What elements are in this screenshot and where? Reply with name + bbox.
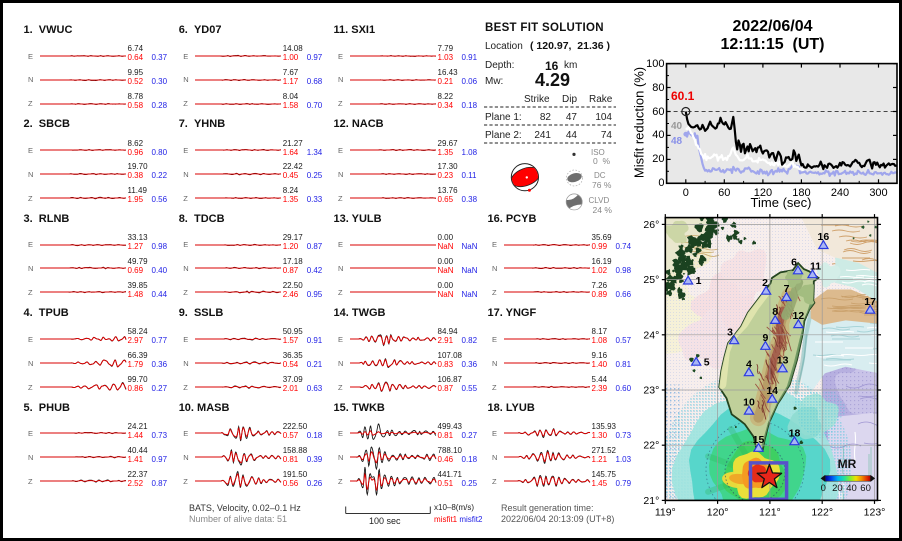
svg-text:26°: 26° <box>643 219 659 231</box>
svg-text:22°: 22° <box>643 440 659 452</box>
svg-text:3: 3 <box>727 326 733 338</box>
svg-text:25°: 25° <box>643 274 659 286</box>
svg-text:122°: 122° <box>811 506 833 518</box>
svg-text:120°: 120° <box>707 506 729 518</box>
svg-text:14: 14 <box>766 385 778 397</box>
svg-text:MR: MR <box>838 457 857 471</box>
svg-text:40: 40 <box>846 483 857 494</box>
svg-text:13: 13 <box>777 354 789 366</box>
svg-text:24°: 24° <box>643 329 659 341</box>
svg-text:121°: 121° <box>759 506 781 518</box>
svg-text:60: 60 <box>860 483 871 494</box>
svg-text:10: 10 <box>743 397 755 409</box>
svg-text:5: 5 <box>704 356 710 368</box>
svg-text:15: 15 <box>753 434 765 446</box>
svg-text:9: 9 <box>762 332 768 344</box>
svg-text:6: 6 <box>791 256 797 268</box>
svg-text:21°: 21° <box>643 495 659 507</box>
svg-text:4: 4 <box>746 358 752 370</box>
svg-text:11: 11 <box>810 260 821 272</box>
svg-text:0: 0 <box>821 483 826 494</box>
svg-text:23°: 23° <box>643 385 659 397</box>
svg-text:17: 17 <box>864 296 876 308</box>
svg-text:2: 2 <box>762 277 768 289</box>
svg-text:20: 20 <box>832 483 843 494</box>
svg-text:119°: 119° <box>655 506 676 518</box>
svg-text:18: 18 <box>789 427 801 439</box>
svg-text:123°: 123° <box>864 506 886 518</box>
svg-text:16: 16 <box>818 231 830 243</box>
svg-text:8: 8 <box>772 306 778 318</box>
svg-text:1: 1 <box>696 275 702 287</box>
svg-text:7: 7 <box>784 283 790 295</box>
svg-text:12: 12 <box>793 310 805 322</box>
